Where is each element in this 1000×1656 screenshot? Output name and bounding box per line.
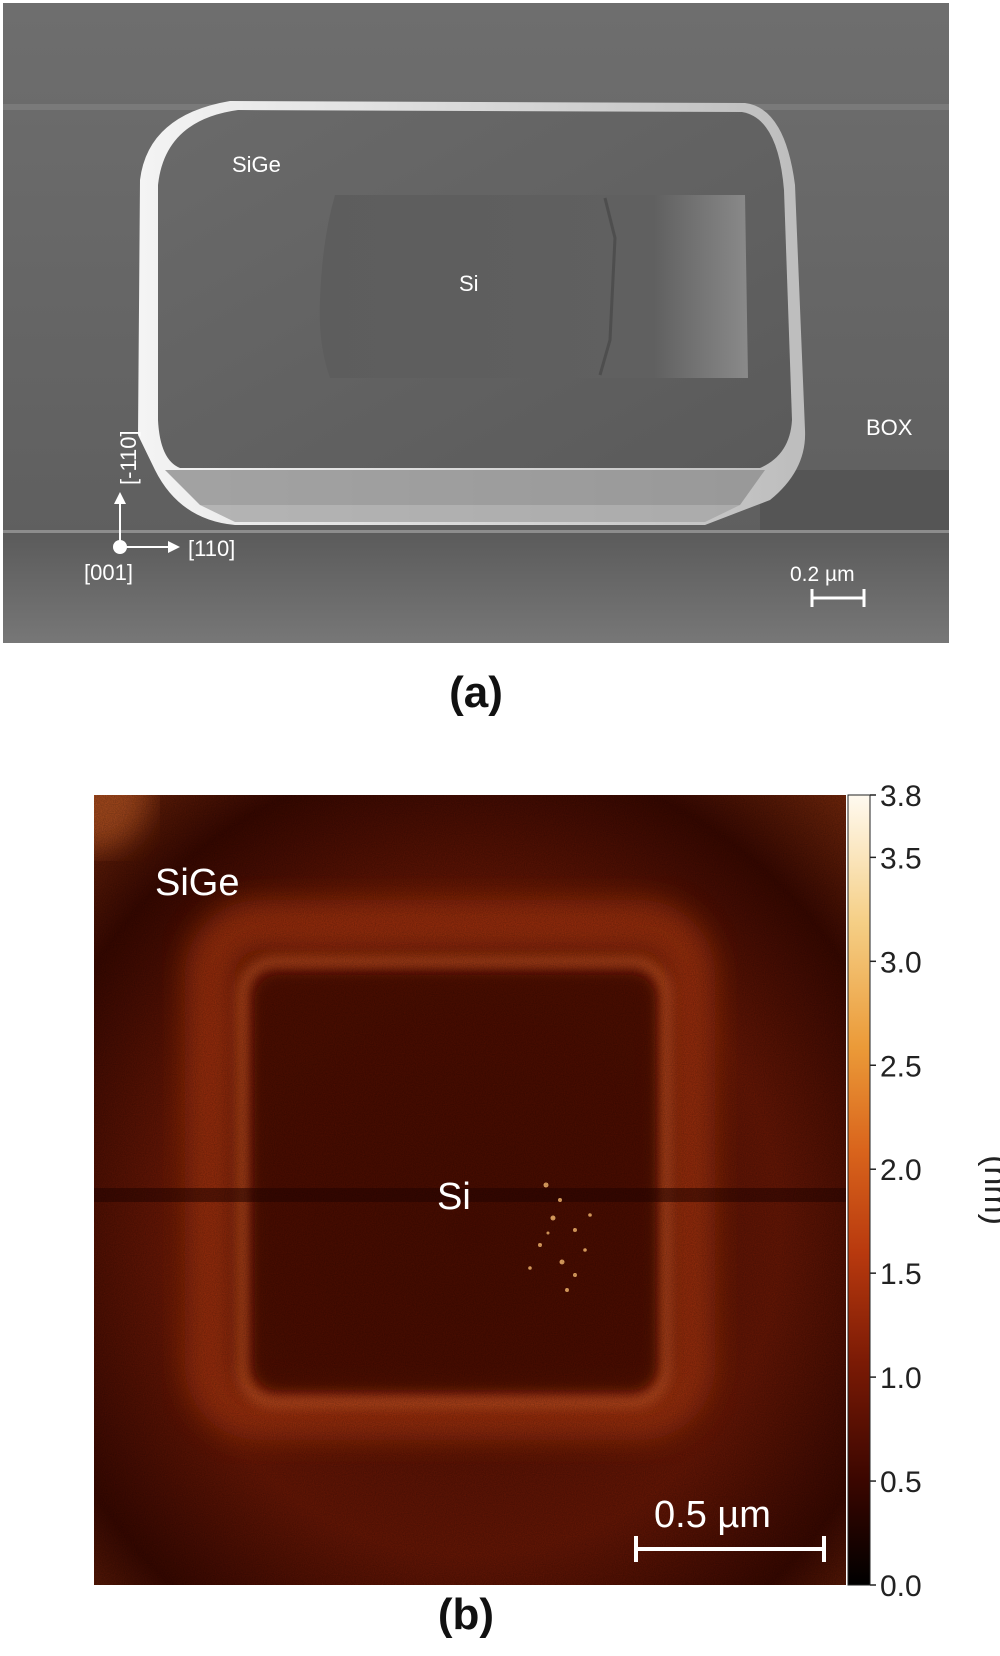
colorbar-tick-label: 3.8 (880, 780, 922, 813)
scale-bar-label-a: 0.2 µm (790, 563, 855, 586)
caption-a: (a) (449, 668, 503, 717)
height-map-image (94, 795, 846, 1585)
axis-label-vertical: [-110] (116, 430, 141, 485)
sige-label-b: SiGe (155, 862, 239, 904)
crystal-axes (113, 492, 180, 554)
colorbar-tick-label: 1.5 (880, 1258, 922, 1291)
axis-label-origin: [001] (84, 560, 133, 585)
colorbar-tick-label: 0.0 (880, 1570, 922, 1603)
colorbar (847, 794, 871, 1586)
colorbar-tick-label: 3.5 (880, 842, 922, 875)
scale-bar-a (810, 589, 866, 607)
axis-origin-dot (113, 540, 127, 554)
colorbar-tick-label: 1.0 (880, 1362, 922, 1395)
axis-label-horizontal: [110] (188, 536, 235, 561)
colorbar-tick-label: 3.0 (880, 946, 922, 979)
scale-bar-label-b: 0.5 µm (654, 1494, 771, 1536)
si-label: Si (459, 271, 479, 296)
colorbar-tick-label: 2.0 (880, 1154, 922, 1187)
si-label-b: Si (437, 1176, 471, 1218)
box-label: BOX (866, 415, 913, 440)
speckle-cluster (528, 1182, 592, 1292)
si-block (319, 195, 748, 378)
sem-substrate (3, 530, 949, 643)
colorbar-tick-label: 2.5 (880, 1050, 922, 1083)
colorbar-ticks: 0.0 0.5 1.0 1.5 2.0 2.5 3.0 3.5 3.8 (870, 780, 922, 1603)
colorbar-unit-label: (nm) (977, 1155, 1000, 1225)
scale-bar-b (634, 1536, 826, 1562)
sige-label: SiGe (232, 152, 281, 177)
sem-image-panel: SiGe Si BOX [-110] [110] [001] 0.2 µm (3, 3, 949, 643)
caption-b: (b) (437, 1590, 495, 1639)
colorbar-tick-label: 0.5 (880, 1466, 922, 1499)
